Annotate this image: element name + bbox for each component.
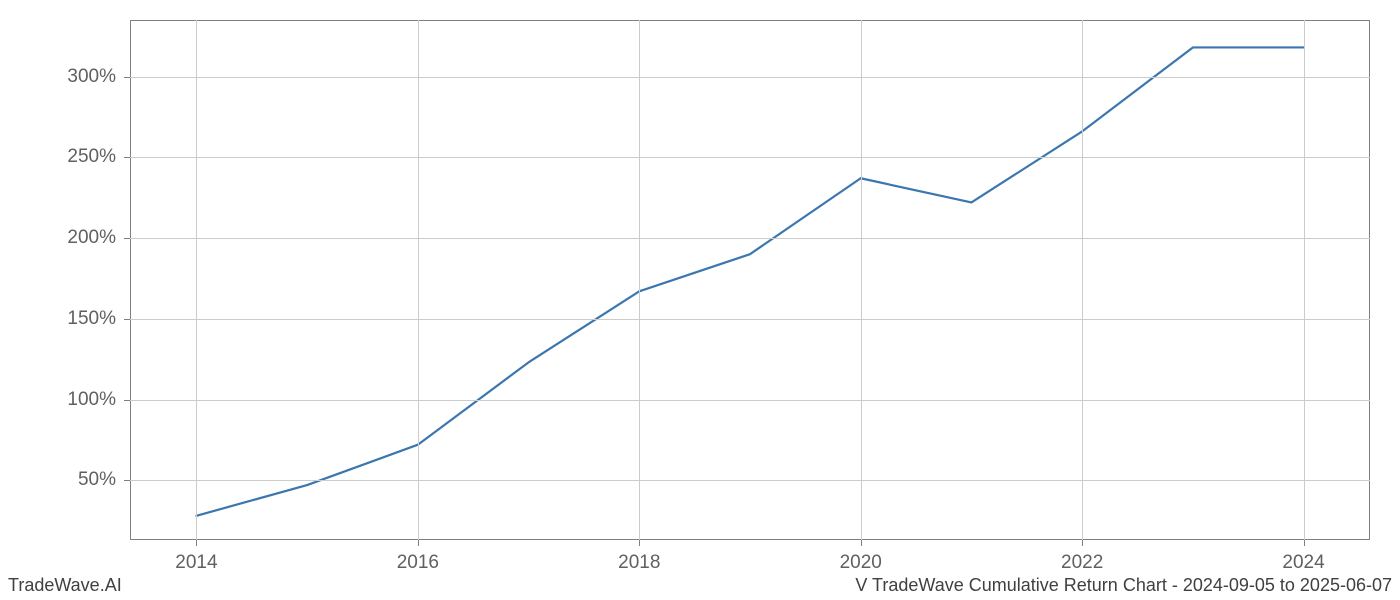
x-tick-mark xyxy=(1304,540,1305,546)
x-tick-mark xyxy=(639,540,640,546)
x-tick-mark xyxy=(418,540,419,546)
x-tick-mark xyxy=(861,540,862,546)
x-tick-mark xyxy=(196,540,197,546)
y-tick-mark xyxy=(124,480,130,481)
y-tick-label: 50% xyxy=(78,469,116,491)
y-tick-label: 100% xyxy=(67,389,116,411)
x-tick-label: 2024 xyxy=(1282,552,1324,574)
y-tick-mark xyxy=(124,238,130,239)
x-tick-label: 2018 xyxy=(618,552,660,574)
x-tick-mark xyxy=(1082,540,1083,546)
y-tick-mark xyxy=(124,77,130,78)
grid-line-horizontal xyxy=(130,77,1370,78)
y-tick-label: 150% xyxy=(67,308,116,330)
y-tick-label: 250% xyxy=(67,146,116,168)
chart-container: 50%100%150%200%250%300%20142016201820202… xyxy=(130,20,1370,540)
grid-line-vertical xyxy=(196,20,197,540)
footer-right-label: V TradeWave Cumulative Return Chart - 20… xyxy=(855,575,1392,596)
grid-line-vertical xyxy=(1304,20,1305,540)
y-tick-label: 300% xyxy=(67,66,116,88)
line-series xyxy=(130,20,1370,540)
grid-line-horizontal xyxy=(130,480,1370,481)
grid-line-vertical xyxy=(861,20,862,540)
y-tick-mark xyxy=(124,400,130,401)
grid-line-vertical xyxy=(639,20,640,540)
y-tick-label: 200% xyxy=(67,227,116,249)
grid-line-vertical xyxy=(418,20,419,540)
footer-left-label: TradeWave.AI xyxy=(8,575,122,596)
x-tick-label: 2016 xyxy=(397,552,439,574)
y-tick-mark xyxy=(124,319,130,320)
grid-line-vertical xyxy=(1082,20,1083,540)
grid-line-horizontal xyxy=(130,238,1370,239)
x-tick-label: 2014 xyxy=(175,552,217,574)
grid-line-horizontal xyxy=(130,400,1370,401)
x-tick-label: 2022 xyxy=(1061,552,1103,574)
y-tick-mark xyxy=(124,157,130,158)
x-tick-label: 2020 xyxy=(840,552,882,574)
grid-line-horizontal xyxy=(130,319,1370,320)
grid-line-horizontal xyxy=(130,157,1370,158)
